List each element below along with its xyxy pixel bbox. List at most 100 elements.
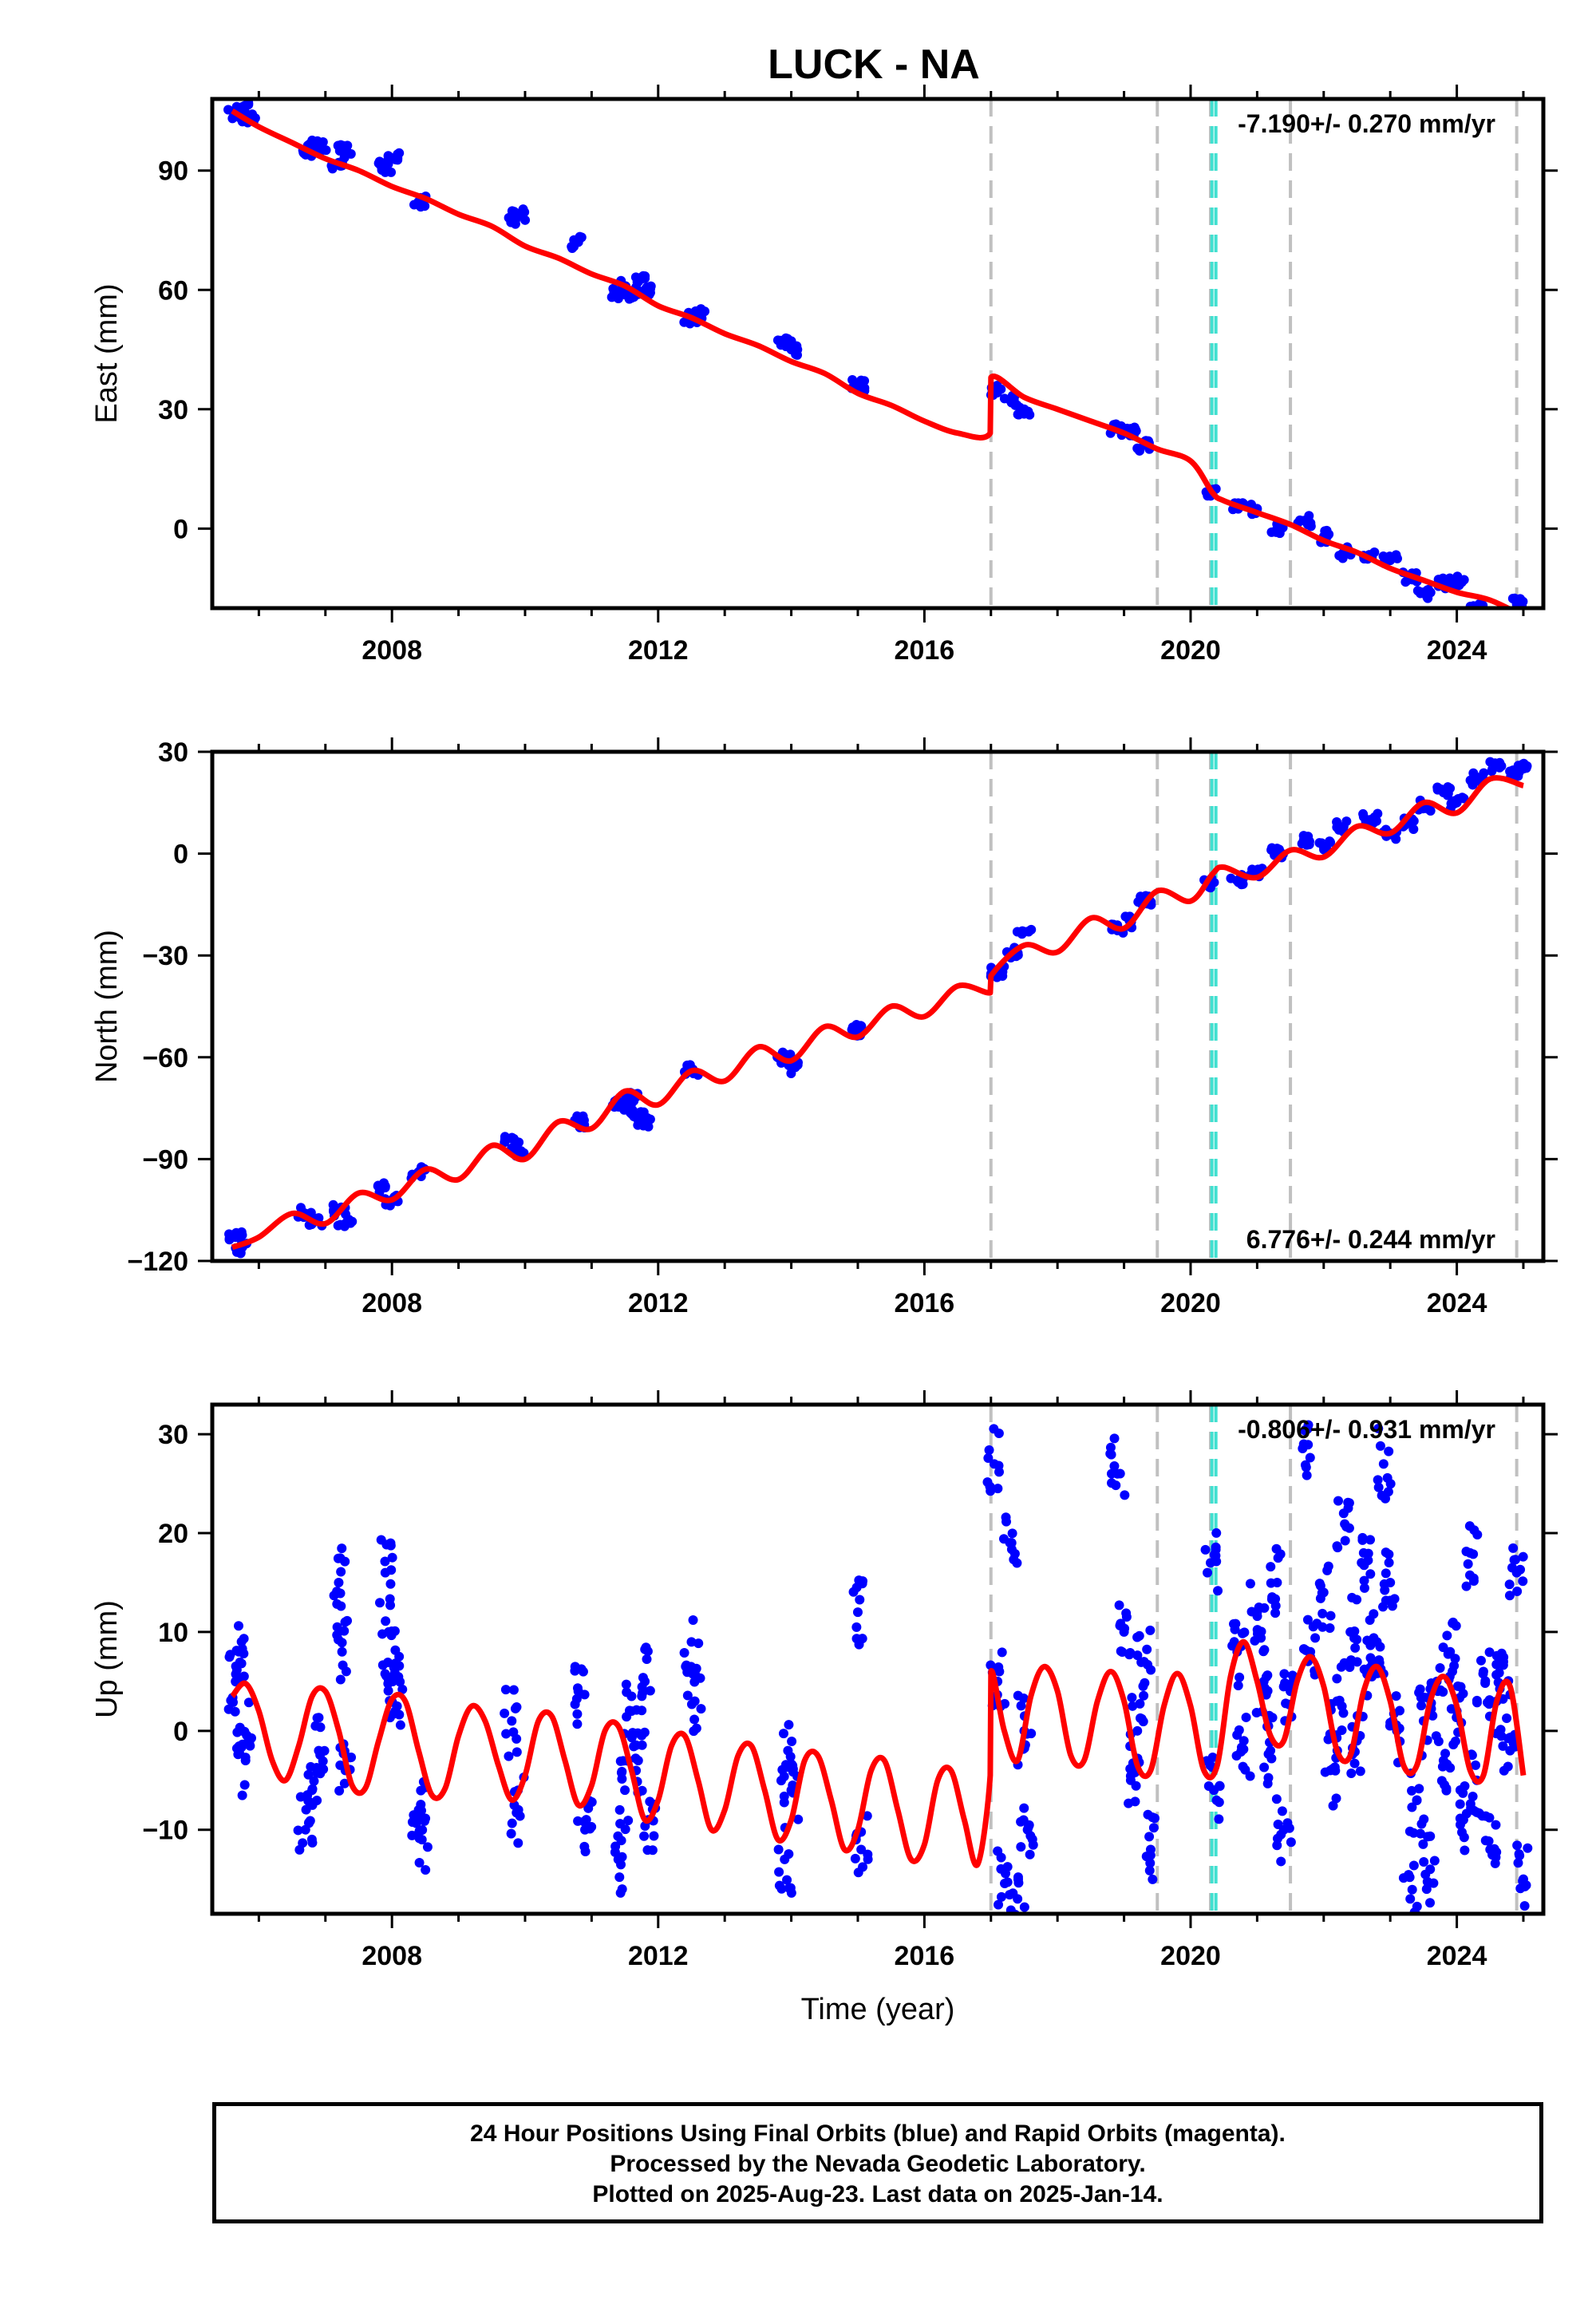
up-obs-point-42-7 (1125, 1771, 1136, 1781)
east-ytick-label-0: 0 (173, 514, 188, 544)
up-obs-point-79-7 (1464, 1521, 1475, 1531)
up-obs-point-23-7 (637, 1740, 647, 1750)
up-obs-point-43-9 (1135, 1698, 1145, 1709)
up-obs-point-46-4 (1200, 1544, 1211, 1555)
north-obs-point-35-7 (1391, 834, 1401, 844)
up-obs-point-72-7 (1416, 1701, 1427, 1711)
up-obs-point-11-7 (385, 1600, 396, 1611)
up-obs-point-34-2 (997, 1647, 1007, 1658)
north-obs-point-34-7 (1373, 808, 1383, 819)
up-obs-point-40-7 (1109, 1460, 1120, 1471)
up-obs-point-31-6 (855, 1595, 865, 1605)
up-obs-point-45-2 (1148, 1823, 1159, 1833)
east-obs-point-44-1 (1486, 611, 1495, 621)
north-obs-point-40-5 (1468, 768, 1479, 778)
up-obs-point-75-9 (1437, 1761, 1448, 1772)
up-obs-point-13-1 (383, 1678, 393, 1689)
up-obs-point-1-9 (234, 1621, 244, 1631)
up-obs-point-47-9 (1214, 1814, 1224, 1824)
north-ytick-label-0: −120 (127, 1247, 188, 1277)
up-obs-point-44-2 (1132, 1650, 1143, 1661)
east-frame (210, 97, 1546, 611)
up-obs-point-14-5 (416, 1785, 426, 1796)
up-obs-point-31-7 (851, 1622, 862, 1632)
up-obs-point-24-9 (637, 1705, 647, 1716)
up-obs-point-27-0 (682, 1690, 693, 1701)
north-obs-point-5-7 (344, 1215, 354, 1225)
up-obs-point-15 (417, 1835, 427, 1845)
up-obs-point-78-2 (1460, 1845, 1470, 1856)
up-obs-point-54-4 (1276, 1856, 1286, 1867)
east-plot-area (223, 99, 1531, 627)
east-obs-point-29-5 (1135, 445, 1145, 456)
up-obs-point-64-9 (1357, 1558, 1367, 1568)
east-obs-point-42-6 (1452, 571, 1463, 582)
chart-panels: 2008 2012 2016 2020 2024 0 30 60 90 East (mm) -7.1… (90, 85, 1558, 2026)
up-obs-point-5-7 (312, 1795, 322, 1805)
up-obs-point-42-3 (1131, 1780, 1141, 1791)
up-obs-point-11-8 (377, 1660, 388, 1670)
up-obs-point-64-1 (1363, 1548, 1373, 1559)
east-obs-point-44-2 (1487, 615, 1496, 624)
east-obs-point-23-3 (847, 375, 858, 385)
north-xtick-label-2012: 2012 (628, 1288, 689, 1318)
east-obs-point-46-4 (1522, 618, 1531, 627)
east-obs-point-25-5 (999, 393, 1009, 404)
up-obs-point-36-7 (998, 1534, 1009, 1544)
up-obs-point-53-8 (1266, 1562, 1276, 1572)
up-obs-point-27-9 (695, 1673, 705, 1683)
up-obs-point-26-6 (693, 1638, 704, 1649)
up-frame (210, 1402, 1546, 1916)
up-obs-point-7-6 (335, 1553, 346, 1563)
up-obs-point-41-8 (1121, 1611, 1132, 1622)
up-obs-point-67-4 (1373, 1475, 1383, 1485)
up-obs-point-5-0 (303, 1769, 314, 1780)
up-ytick-label-1: 0 (173, 1717, 188, 1747)
up-obs-point-16-3 (512, 1747, 522, 1757)
north-obs-point-43-7 (1521, 763, 1531, 773)
up-obs-point-50-7 (1254, 1603, 1264, 1613)
up-obs-point-12-9 (380, 1669, 390, 1679)
up-obs-point-85-0 (1502, 1713, 1512, 1723)
up-obs-point-45-6 (1144, 1865, 1155, 1875)
north-obs-point-31-6 (1304, 840, 1314, 850)
up-obs-point-22-8 (624, 1705, 634, 1716)
up-obs-point-3-1 (237, 1790, 247, 1800)
east-obs-point-44-4 (1488, 615, 1498, 624)
east-obs-point-42-7 (1451, 579, 1461, 589)
up-obs-point-45-3 (1143, 1809, 1153, 1820)
up-obs-point-8-7 (337, 1638, 347, 1648)
east-obs-point-26-5 (1012, 400, 1022, 410)
north-obs-point-34-4 (1371, 816, 1381, 826)
up-obs-point-65-9 (1359, 1664, 1369, 1674)
up-ytick-label-4: 30 (158, 1420, 188, 1450)
up-obs-point-78-7 (1455, 1820, 1465, 1830)
up-obs-point-10-4 (376, 1535, 386, 1545)
up-obs-point-84-7 (1491, 1659, 1502, 1670)
up-obs-point-82-5 (1491, 1820, 1501, 1830)
up-obs-point-42-8 (1125, 1764, 1136, 1774)
up-obs-point-70-3 (1407, 1884, 1417, 1895)
up-obs-point-8-5 (332, 1622, 342, 1632)
up-obs-point-8-1 (332, 1630, 342, 1640)
up-obs-point-49-9 (1238, 1744, 1249, 1754)
up-obs-point-48-9 (1229, 1637, 1239, 1647)
up-obs-point-70-0 (1400, 1927, 1409, 1937)
up-obs-point-65-4 (1365, 1653, 1376, 1663)
up-obs-point-86-2 (1507, 1563, 1517, 1573)
east-obs-point-39-7 (1400, 577, 1411, 587)
up-obs-point-18-6 (578, 1666, 588, 1677)
up-obs-point-79-9 (1468, 1549, 1479, 1559)
east-xtick-label-2016: 2016 (895, 635, 955, 666)
up-obs-point-34-4 (986, 1660, 996, 1670)
east-obs-point-44-0 (1487, 616, 1496, 626)
up-obs-point-71-3 (1414, 1784, 1424, 1794)
up-obs-point-10-7 (380, 1556, 390, 1567)
east-obs-point-40-7 (1422, 585, 1432, 595)
up-obs-point-64-8 (1357, 1532, 1368, 1543)
up-obs-point-43-5 (1127, 1693, 1137, 1703)
up-obs-point-49-8 (1238, 1761, 1248, 1772)
up-obs-point-73-9 (1418, 1839, 1428, 1849)
up-obs-point-80-6 (1469, 1805, 1479, 1816)
up-obs-point-64-7 (1365, 1535, 1376, 1545)
